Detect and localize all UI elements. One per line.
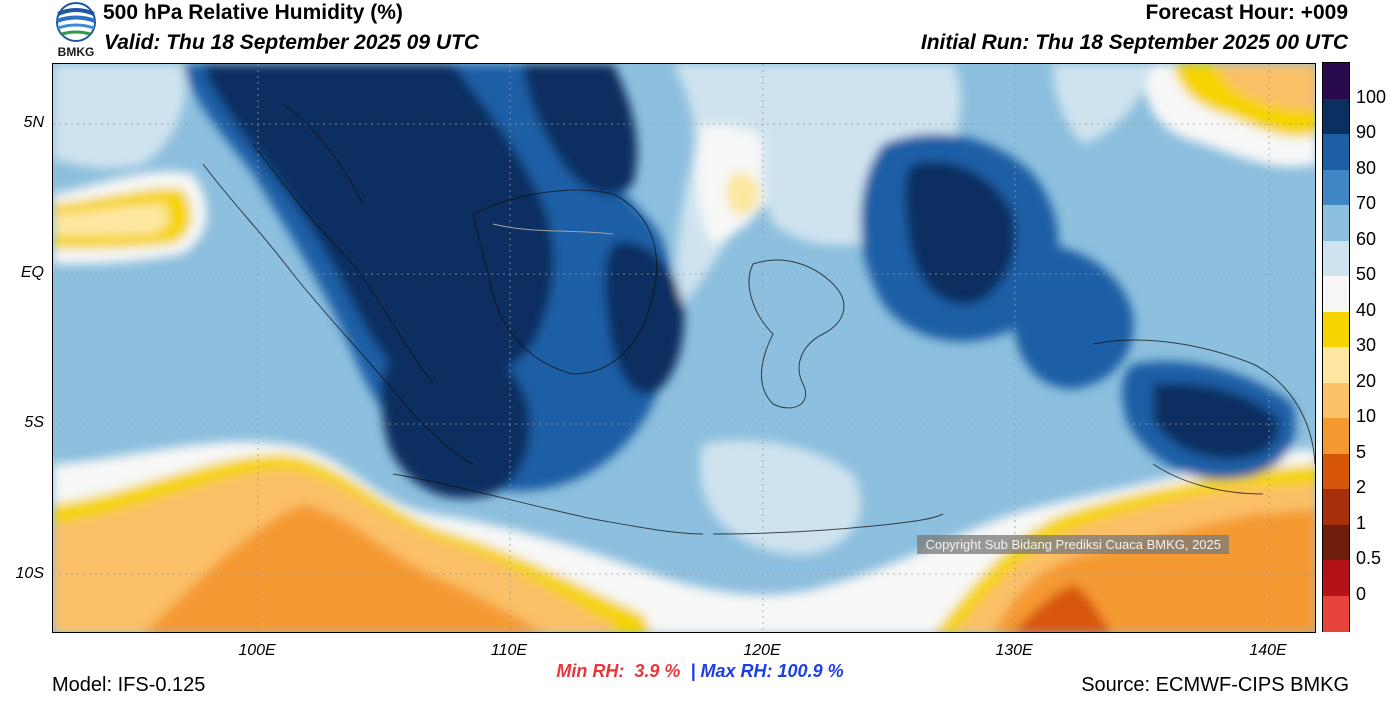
borneo-coast <box>472 189 658 375</box>
colorbar-label: 0.5 <box>1356 548 1382 568</box>
stats-separator: | <box>690 661 696 681</box>
humidity-map: Copyright Sub Bidang Prediksi Cuaca BMKG… <box>52 63 1316 633</box>
colorbar-label: 10 <box>1356 406 1377 426</box>
colorbar-segment <box>1323 98 1349 135</box>
lat-tick-5n: 5N <box>23 114 44 131</box>
colorbar-segment <box>1323 311 1349 348</box>
colorbar-segment <box>1323 418 1349 454</box>
colorbar-label: 20 <box>1356 370 1377 391</box>
colorbar-segment <box>1323 489 1349 525</box>
max-rh-label: Max RH: <box>700 661 773 681</box>
colorbar-label: 100 <box>1356 86 1387 107</box>
lon-tick-130e: 130E <box>995 642 1033 659</box>
lon-tick-100e: 100E <box>238 642 276 659</box>
colorbar-segment <box>1323 205 1349 241</box>
papua-coast <box>1092 339 1315 495</box>
lon-tick-120e: 120E <box>743 642 781 659</box>
colorbar-label: 50 <box>1356 264 1377 284</box>
min-rh-value: 3.9 % <box>634 661 681 681</box>
colorbar-label: 90 <box>1356 122 1377 142</box>
lon-tick-110e: 110E <box>490 642 528 659</box>
map-canvas <box>53 64 1315 632</box>
min-rh-label: Min RH: <box>556 661 625 681</box>
source-label: Source: ECMWF-CIPS BMKG <box>1081 674 1349 696</box>
colorbar-label: 70 <box>1356 193 1377 213</box>
colorbar-label: 60 <box>1356 228 1377 249</box>
sulawesi-coast <box>748 259 845 409</box>
colorbar-segment <box>1323 453 1349 490</box>
model-label: Model: IFS-0.125 <box>52 674 206 696</box>
logo-text: BMKG <box>58 45 95 58</box>
lat-tick-10s: 10S <box>15 565 44 582</box>
colorbar-segment <box>1323 240 1349 277</box>
colorbar-label: 40 <box>1356 299 1377 320</box>
colorbar-segment <box>1323 382 1349 419</box>
sumatra-coast <box>202 163 474 465</box>
colorbar-label: 5 <box>1356 441 1367 462</box>
lat-tick-5s: 5S <box>24 414 44 431</box>
lon-tick-140e: 140E <box>1249 642 1287 659</box>
colorbar-label: 80 <box>1356 157 1377 178</box>
colorbar-label: 2 <box>1356 477 1367 497</box>
copyright-notice: Copyright Sub Bidang Prediksi Cuaca BMKG… <box>917 535 1229 554</box>
colorbar-segment <box>1323 134 1349 170</box>
colorbar-segment <box>1323 169 1349 206</box>
bmkg-logo: BMKG <box>52 2 100 59</box>
java-coast <box>392 473 704 535</box>
rh-stats: Min RH: 3.9 % | Max RH: 100.9 % <box>0 661 1400 682</box>
valid-time: Valid: Thu 18 September 2025 09 UTC <box>104 31 480 54</box>
colorbar <box>1322 62 1350 632</box>
lat-tick-eq: EQ <box>20 264 44 281</box>
colorbar-segment <box>1323 63 1349 99</box>
colorbar-segment <box>1323 595 1349 632</box>
chart-title: 500 hPa Relative Humidity (%) <box>103 1 403 24</box>
colorbar-segment <box>1323 524 1349 561</box>
colorbar-segment <box>1323 347 1349 383</box>
colorbar-label: 30 <box>1356 335 1377 355</box>
colorbar-label: 1 <box>1356 512 1367 533</box>
colorbar-label: 0 <box>1356 583 1367 604</box>
colorbar-segment <box>1323 560 1349 596</box>
initial-run: Initial Run: Thu 18 September 2025 00 UT… <box>920 31 1348 54</box>
colorbar-segment <box>1323 276 1349 312</box>
forecast-hour: Forecast Hour: +009 <box>1145 1 1349 24</box>
max-rh-value: 100.9 % <box>777 661 844 681</box>
